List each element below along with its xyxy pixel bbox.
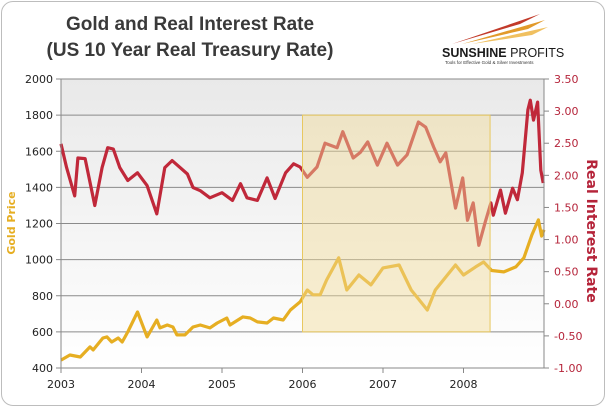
sunshine-profits-logo: SUNSHINE PROFITS Tools for Effective Gol… (442, 14, 564, 65)
x-tick-label: 2003 (47, 378, 75, 391)
x-tick-label: 2006 (289, 378, 317, 391)
svg-text:SUNSHINE PROFITS: SUNSHINE PROFITS (442, 46, 564, 60)
y2-tick-label: 2.00 (554, 169, 579, 182)
x-tick-label: 2005 (208, 378, 236, 391)
y-tick-label: 1800 (25, 109, 53, 122)
chart-subtitle: (US 10 Year Real Treasury Rate) (47, 40, 334, 61)
y2-tick-label: 2.50 (554, 137, 579, 150)
y-tick-label: 2000 (25, 73, 53, 86)
svg-text:Tools for Effective Gold & Sil: Tools for Effective Gold & Silver Invest… (445, 60, 534, 65)
gold-price-line (60, 218, 546, 362)
y2-tick-label: -0.50 (554, 330, 582, 343)
x-tick-label: 2007 (369, 378, 397, 391)
y-tick-label: 600 (32, 326, 53, 339)
y2-tick-label: 3.00 (554, 105, 579, 118)
y2-tick-label: 3.50 (554, 73, 579, 86)
y-tick-label: 1200 (25, 218, 53, 231)
y2-tick-label: -1.00 (554, 362, 582, 375)
y2-axis-label: Real Interest Rate (583, 159, 599, 302)
y2-tick-label: 1.50 (554, 201, 579, 214)
y-tick-label: 400 (32, 362, 53, 375)
y2-tick-label: 0.00 (554, 298, 579, 311)
x-tick-label: 2004 (128, 378, 156, 391)
x-tick-label: 2008 (450, 378, 478, 391)
y2-tick-label: 0.50 (554, 266, 579, 279)
y2-tick-label: 1.00 (554, 234, 579, 247)
y-tick-label: 1600 (25, 145, 53, 158)
y-tick-label: 800 (32, 290, 53, 303)
y-tick-label: 1000 (25, 254, 53, 267)
chart-title: Gold and Real Interest Rate (66, 14, 314, 35)
y-axis-label: Gold Price (5, 191, 18, 254)
highlight-region (302, 114, 491, 333)
y-tick-label: 1400 (25, 181, 53, 194)
real-rate-line (59, 98, 545, 247)
